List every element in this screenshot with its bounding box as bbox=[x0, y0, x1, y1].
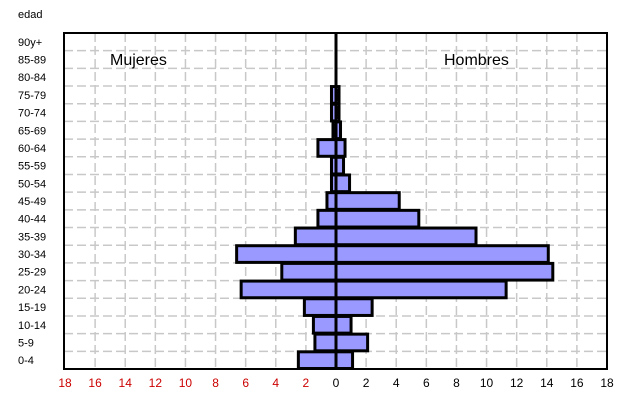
x-tick-label: 0 bbox=[333, 376, 340, 390]
bar-mujeres-35-39 bbox=[293, 226, 338, 247]
bar-hombres-10-14 bbox=[334, 314, 353, 335]
age-label: 30-34 bbox=[18, 249, 46, 261]
x-tick-label: 4 bbox=[272, 376, 279, 390]
age-group-labels: 0-4 5-9 10-14 15-19 20-24 25-29 30-34 35-39 40-4… bbox=[18, 37, 46, 367]
age-label: 15-19 bbox=[18, 302, 46, 314]
age-label: 25-29 bbox=[18, 267, 46, 279]
age-label: 85-89 bbox=[18, 55, 46, 67]
bar-hombres-50-54 bbox=[334, 173, 352, 194]
x-tick-label: 6 bbox=[423, 376, 430, 390]
bar-mujeres-10-14 bbox=[311, 314, 338, 335]
legend-mujeres: Mujeres bbox=[110, 52, 167, 69]
x-tick-label: 8 bbox=[212, 376, 219, 390]
x-tick-label: 4 bbox=[393, 376, 400, 390]
x-tick-label: 14 bbox=[540, 376, 554, 390]
bar-hombres-15-19 bbox=[334, 297, 374, 317]
age-label: 40-44 bbox=[18, 214, 46, 226]
age-label: 70-74 bbox=[18, 108, 46, 120]
age-label: 65-69 bbox=[18, 125, 46, 137]
x-tick-label: 12 bbox=[510, 376, 524, 390]
bar-hombres-40-44 bbox=[334, 208, 421, 229]
bar-hombres-45-49 bbox=[334, 191, 401, 211]
age-label: 0-4 bbox=[18, 355, 34, 367]
age-label: 75-79 bbox=[18, 90, 46, 102]
age-label: 45-49 bbox=[18, 196, 46, 208]
age-label: 80-84 bbox=[18, 72, 46, 84]
age-label: 50-54 bbox=[18, 178, 46, 190]
x-tick-label: 18 bbox=[58, 376, 72, 390]
x-tick-label: 8 bbox=[453, 376, 460, 390]
bar-hombres-25-29 bbox=[334, 261, 555, 282]
y-axis-title: edad bbox=[18, 9, 42, 21]
age-label: 90y+ bbox=[18, 37, 42, 49]
x-tick-label: 2 bbox=[363, 376, 370, 390]
bar-mujeres-15-19 bbox=[302, 297, 338, 317]
age-label: 60-64 bbox=[18, 143, 46, 155]
bar-hombres-30-34 bbox=[334, 244, 550, 264]
legend-hombres: Hombres bbox=[444, 52, 509, 69]
bar-mujeres-60-64 bbox=[316, 138, 338, 158]
x-tick-labels: 18 16 14 12 10 8 6 4 2 0 2 4 6 8 10 12 14 16 18 bbox=[58, 376, 614, 390]
age-label: 10-14 bbox=[18, 320, 46, 332]
x-tick-label: 10 bbox=[179, 376, 193, 390]
x-tick-label: 10 bbox=[480, 376, 494, 390]
age-label: 35-39 bbox=[18, 231, 46, 243]
bar-mujeres-20-24 bbox=[239, 279, 338, 300]
age-label: 5-9 bbox=[18, 337, 34, 349]
x-tick-label: 16 bbox=[570, 376, 584, 390]
bar-mujeres-30-34 bbox=[235, 244, 338, 264]
bar-mujeres-40-44 bbox=[316, 208, 338, 229]
bar-hombres-5-9 bbox=[334, 332, 370, 353]
x-tick-label: 18 bbox=[600, 376, 614, 390]
x-tick-label: 2 bbox=[303, 376, 310, 390]
x-tick-label: 14 bbox=[119, 376, 133, 390]
bar-mujeres-5-9 bbox=[313, 332, 338, 353]
bars-layer bbox=[235, 85, 555, 371]
age-label: 55-59 bbox=[18, 161, 46, 173]
bar-hombres-20-24 bbox=[334, 279, 508, 300]
bar-hombres-35-39 bbox=[334, 226, 478, 247]
x-tick-label: 6 bbox=[242, 376, 249, 390]
age-label: 20-24 bbox=[18, 284, 46, 296]
x-tick-label: 16 bbox=[88, 376, 102, 390]
bar-hombres-0-4 bbox=[334, 350, 355, 371]
x-tick-label: 12 bbox=[149, 376, 163, 390]
bar-mujeres-0-4 bbox=[296, 350, 338, 371]
bar-mujeres-25-29 bbox=[280, 261, 338, 282]
